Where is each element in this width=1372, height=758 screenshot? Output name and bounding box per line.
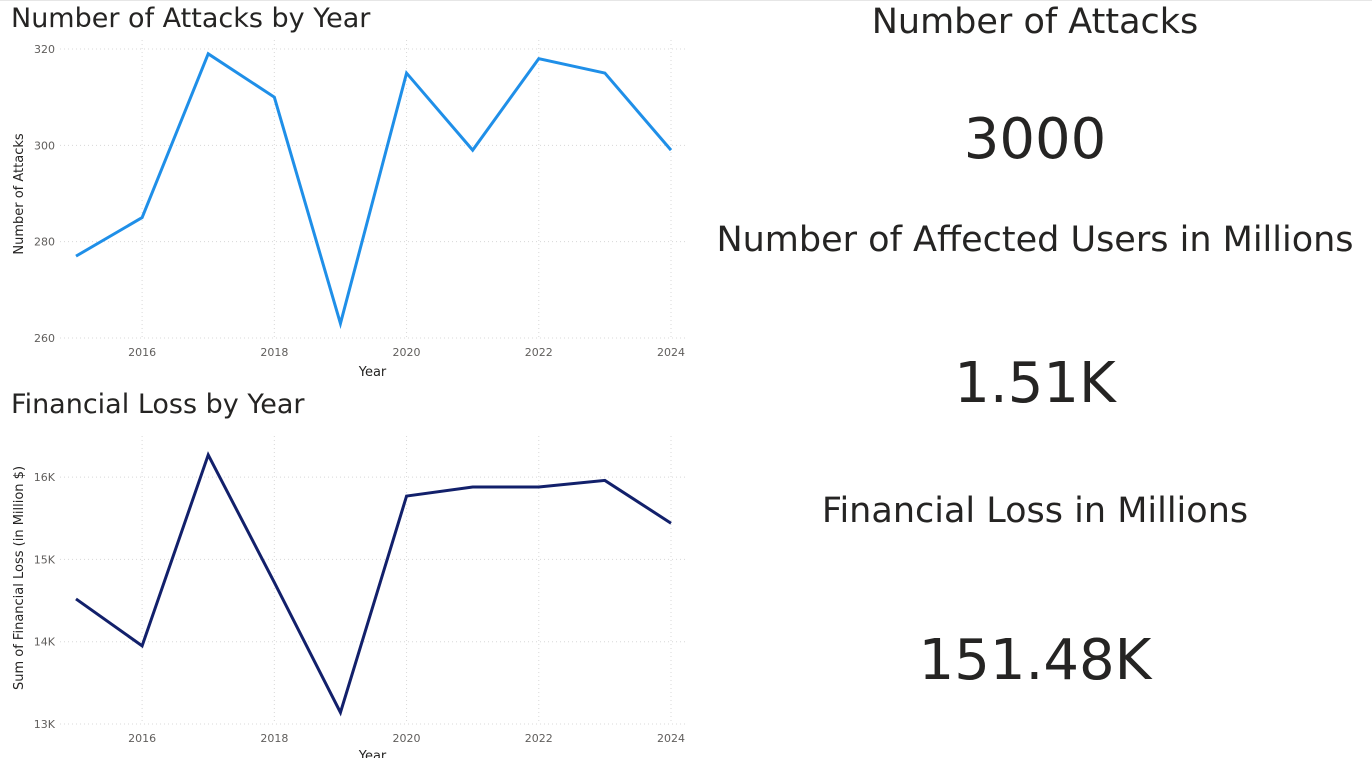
kpi-financial-loss-value: 151.48K: [918, 628, 1152, 693]
financial-loss-chart-title: Financial Loss by Year: [11, 389, 305, 420]
attacks-y-axis-title: Number of Attacks: [12, 133, 27, 255]
loss-y-tick-label: 13K: [34, 718, 56, 731]
loss-y-tick-label: 15K: [34, 553, 56, 566]
loss-data-point[interactable]: [204, 451, 212, 459]
attacks-x-tick-label: 2016: [128, 346, 156, 359]
loss-data-point[interactable]: [72, 595, 80, 603]
loss-y-tick-label: 16K: [34, 471, 56, 484]
attacks-x-tick-label: 2020: [393, 346, 421, 359]
loss-x-tick-label: 2024: [657, 732, 685, 745]
kpi-attacks-value: 3000: [963, 107, 1107, 172]
loss-series-line[interactable]: [75, 451, 672, 717]
kpi-attacks-title: Number of Attacks: [871, 2, 1199, 42]
loss-y-axis-title: Sum of Financial Loss (in Million $): [12, 466, 27, 690]
attacks-series-line[interactable]: [75, 51, 673, 330]
financial-loss-by-year-chart[interactable]: 13K 14K 15K 16K 2016 2018 2020 2022 2024 Year Sum …: [0, 0, 700, 758]
loss-data-point[interactable]: [138, 642, 146, 650]
attacks-x-tick-label: 2022: [525, 346, 553, 359]
loss-data-point[interactable]: [270, 578, 278, 586]
loss-x-tick-label: 2020: [393, 732, 421, 745]
top-border: [0, 0, 1372, 1]
loss-x-tick-label: 2022: [525, 732, 553, 745]
loss-data-point[interactable]: [601, 476, 609, 484]
loss-x-axis-title: Year: [358, 749, 387, 758]
attacks-y-tick-label: 300: [34, 139, 55, 152]
loss-data-point[interactable]: [403, 492, 411, 500]
attacks-y-tick-label: 280: [34, 236, 55, 249]
attacks-y-tick-label: 260: [34, 332, 55, 345]
kpi-affected-users-value: 1.51K: [954, 351, 1116, 416]
attacks-y-tick-label: 320: [34, 43, 55, 56]
kpi-affected-users-title: Number of Affected Users in Millions: [716, 220, 1354, 260]
attacks-x-tick-label: 2024: [657, 346, 685, 359]
loss-data-point[interactable]: [336, 708, 344, 716]
loss-data-point[interactable]: [469, 483, 477, 491]
loss-x-tick-label: 2018: [260, 732, 288, 745]
loss-data-point[interactable]: [667, 519, 675, 527]
attacks-x-axis-title: Year: [358, 365, 387, 380]
loss-x-tick-label: 2016: [128, 732, 156, 745]
loss-data-point[interactable]: [535, 483, 543, 491]
attacks-by-year-chart[interactable]: 260 280 300 320 2016 2018 2020 2022 2024 Year Numb…: [0, 0, 700, 385]
attacks-chart-title: Number of Attacks by Year: [11, 3, 371, 34]
kpi-financial-loss-title: Financial Loss in Millions: [821, 491, 1249, 531]
loss-y-tick-label: 14K: [34, 636, 56, 649]
attacks-x-tick-label: 2018: [260, 346, 288, 359]
